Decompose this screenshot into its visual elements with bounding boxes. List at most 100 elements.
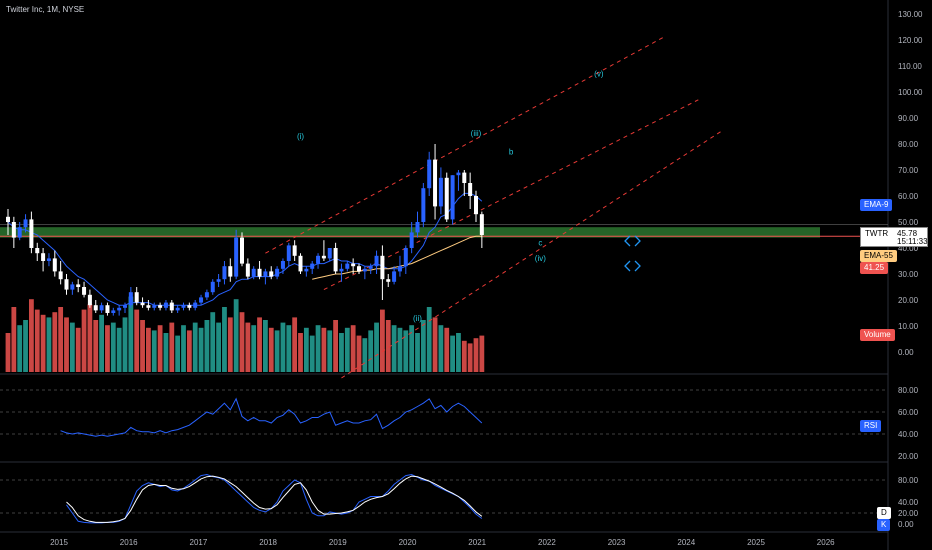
volume-bar <box>40 314 46 372</box>
candle <box>327 248 332 261</box>
price-tick-label: 130.00 <box>898 10 923 19</box>
candle-body <box>123 305 127 308</box>
time-tick-label: 2020 <box>399 538 417 547</box>
candle-body <box>368 266 373 269</box>
volume-bar <box>280 322 286 372</box>
candle-body <box>421 188 426 222</box>
volume-bar <box>239 312 245 372</box>
candle <box>286 242 291 267</box>
candle-body <box>275 268 280 277</box>
volume-bar <box>181 325 186 372</box>
candle-body <box>304 268 309 272</box>
price-tick-label: 10.00 <box>898 322 919 331</box>
volume-bar <box>374 322 379 372</box>
candle <box>421 183 426 228</box>
volume-bar <box>198 327 204 372</box>
volume-bar <box>210 312 216 372</box>
candle <box>58 261 63 285</box>
time-tick-label: 2026 <box>817 538 835 547</box>
candle-body <box>292 245 297 256</box>
rsi-tick-label: 40.00 <box>898 430 919 439</box>
candle-body <box>87 294 92 306</box>
candle-body <box>52 258 57 272</box>
wave-label: (v) <box>594 69 604 78</box>
price-tick-label: 50.00 <box>898 218 919 227</box>
candle <box>234 229 239 280</box>
candle <box>105 302 110 316</box>
candle-body <box>6 216 10 222</box>
volume-bar <box>467 343 473 372</box>
ema9-tag: EMA-9 <box>860 199 893 211</box>
candle-body <box>386 279 391 282</box>
candle <box>263 268 268 285</box>
candle <box>6 209 10 235</box>
candle <box>269 266 274 280</box>
ema55-tag: EMA-55 <box>860 250 897 262</box>
price-tick-label: 30.00 <box>898 270 919 279</box>
volume-bar <box>397 327 403 372</box>
price-tick-label: 40.00 <box>898 244 919 253</box>
time-tick-label: 2025 <box>747 538 765 547</box>
candle <box>298 253 303 274</box>
volume-bar <box>23 320 28 372</box>
candle <box>456 170 461 191</box>
candle-body <box>204 292 209 298</box>
time-tick-label: 2024 <box>677 538 695 547</box>
last-price-tag: 41.25 <box>860 262 889 274</box>
volume-bar <box>151 330 157 372</box>
stoch-k-line <box>66 473 483 524</box>
candle <box>462 170 467 196</box>
volume-bar <box>216 322 221 372</box>
wave-label: (iv) <box>535 254 546 263</box>
projection-chevron <box>624 235 631 247</box>
candle-body <box>474 196 478 215</box>
candle-body <box>35 248 40 254</box>
volume-bar <box>192 322 198 372</box>
time-tick-label: 2019 <box>329 538 347 547</box>
volume-bar <box>99 314 104 372</box>
candle <box>310 261 315 274</box>
candle-body <box>146 305 151 308</box>
volume-bar <box>233 299 239 372</box>
candle-body <box>46 258 51 261</box>
candle-body <box>158 305 163 308</box>
candle-body <box>257 268 262 277</box>
rsi-tag: RSI <box>860 420 882 432</box>
wave-label: c <box>538 238 542 247</box>
volume-bar <box>87 304 93 372</box>
candle <box>199 294 204 306</box>
candle <box>41 248 46 272</box>
price-tick-label: 20.00 <box>898 296 919 305</box>
candle-body <box>193 302 198 308</box>
volume-bar <box>380 309 385 372</box>
stoch-k-tag: K <box>877 519 891 531</box>
candle <box>251 266 256 280</box>
candle-body <box>199 297 204 303</box>
candle-body <box>169 302 174 311</box>
candle-body <box>181 305 186 308</box>
time-tick-label: 2023 <box>608 538 626 547</box>
candle <box>181 302 186 311</box>
volume-bar <box>292 317 298 372</box>
volume-bar <box>116 327 122 372</box>
candle <box>187 302 192 311</box>
candle <box>82 281 87 298</box>
candle-body <box>298 255 303 272</box>
candle-body <box>415 222 420 233</box>
stoch-tick-label: 40.00 <box>898 498 919 507</box>
candle <box>87 289 92 308</box>
volume-bar <box>140 320 145 372</box>
volume-bar <box>128 296 134 372</box>
candle <box>222 261 227 285</box>
candle-body <box>280 261 285 269</box>
candle <box>163 300 168 311</box>
candle <box>397 255 402 277</box>
bar-countdown: 15:11:33 <box>897 237 928 246</box>
price-tick-label: 70.00 <box>898 166 919 175</box>
volume-bar <box>222 307 227 372</box>
rsi-tick-label: 20.00 <box>898 452 919 461</box>
time-tick-label: 2016 <box>120 538 138 547</box>
volume-bar <box>186 330 192 372</box>
candle <box>450 175 455 225</box>
